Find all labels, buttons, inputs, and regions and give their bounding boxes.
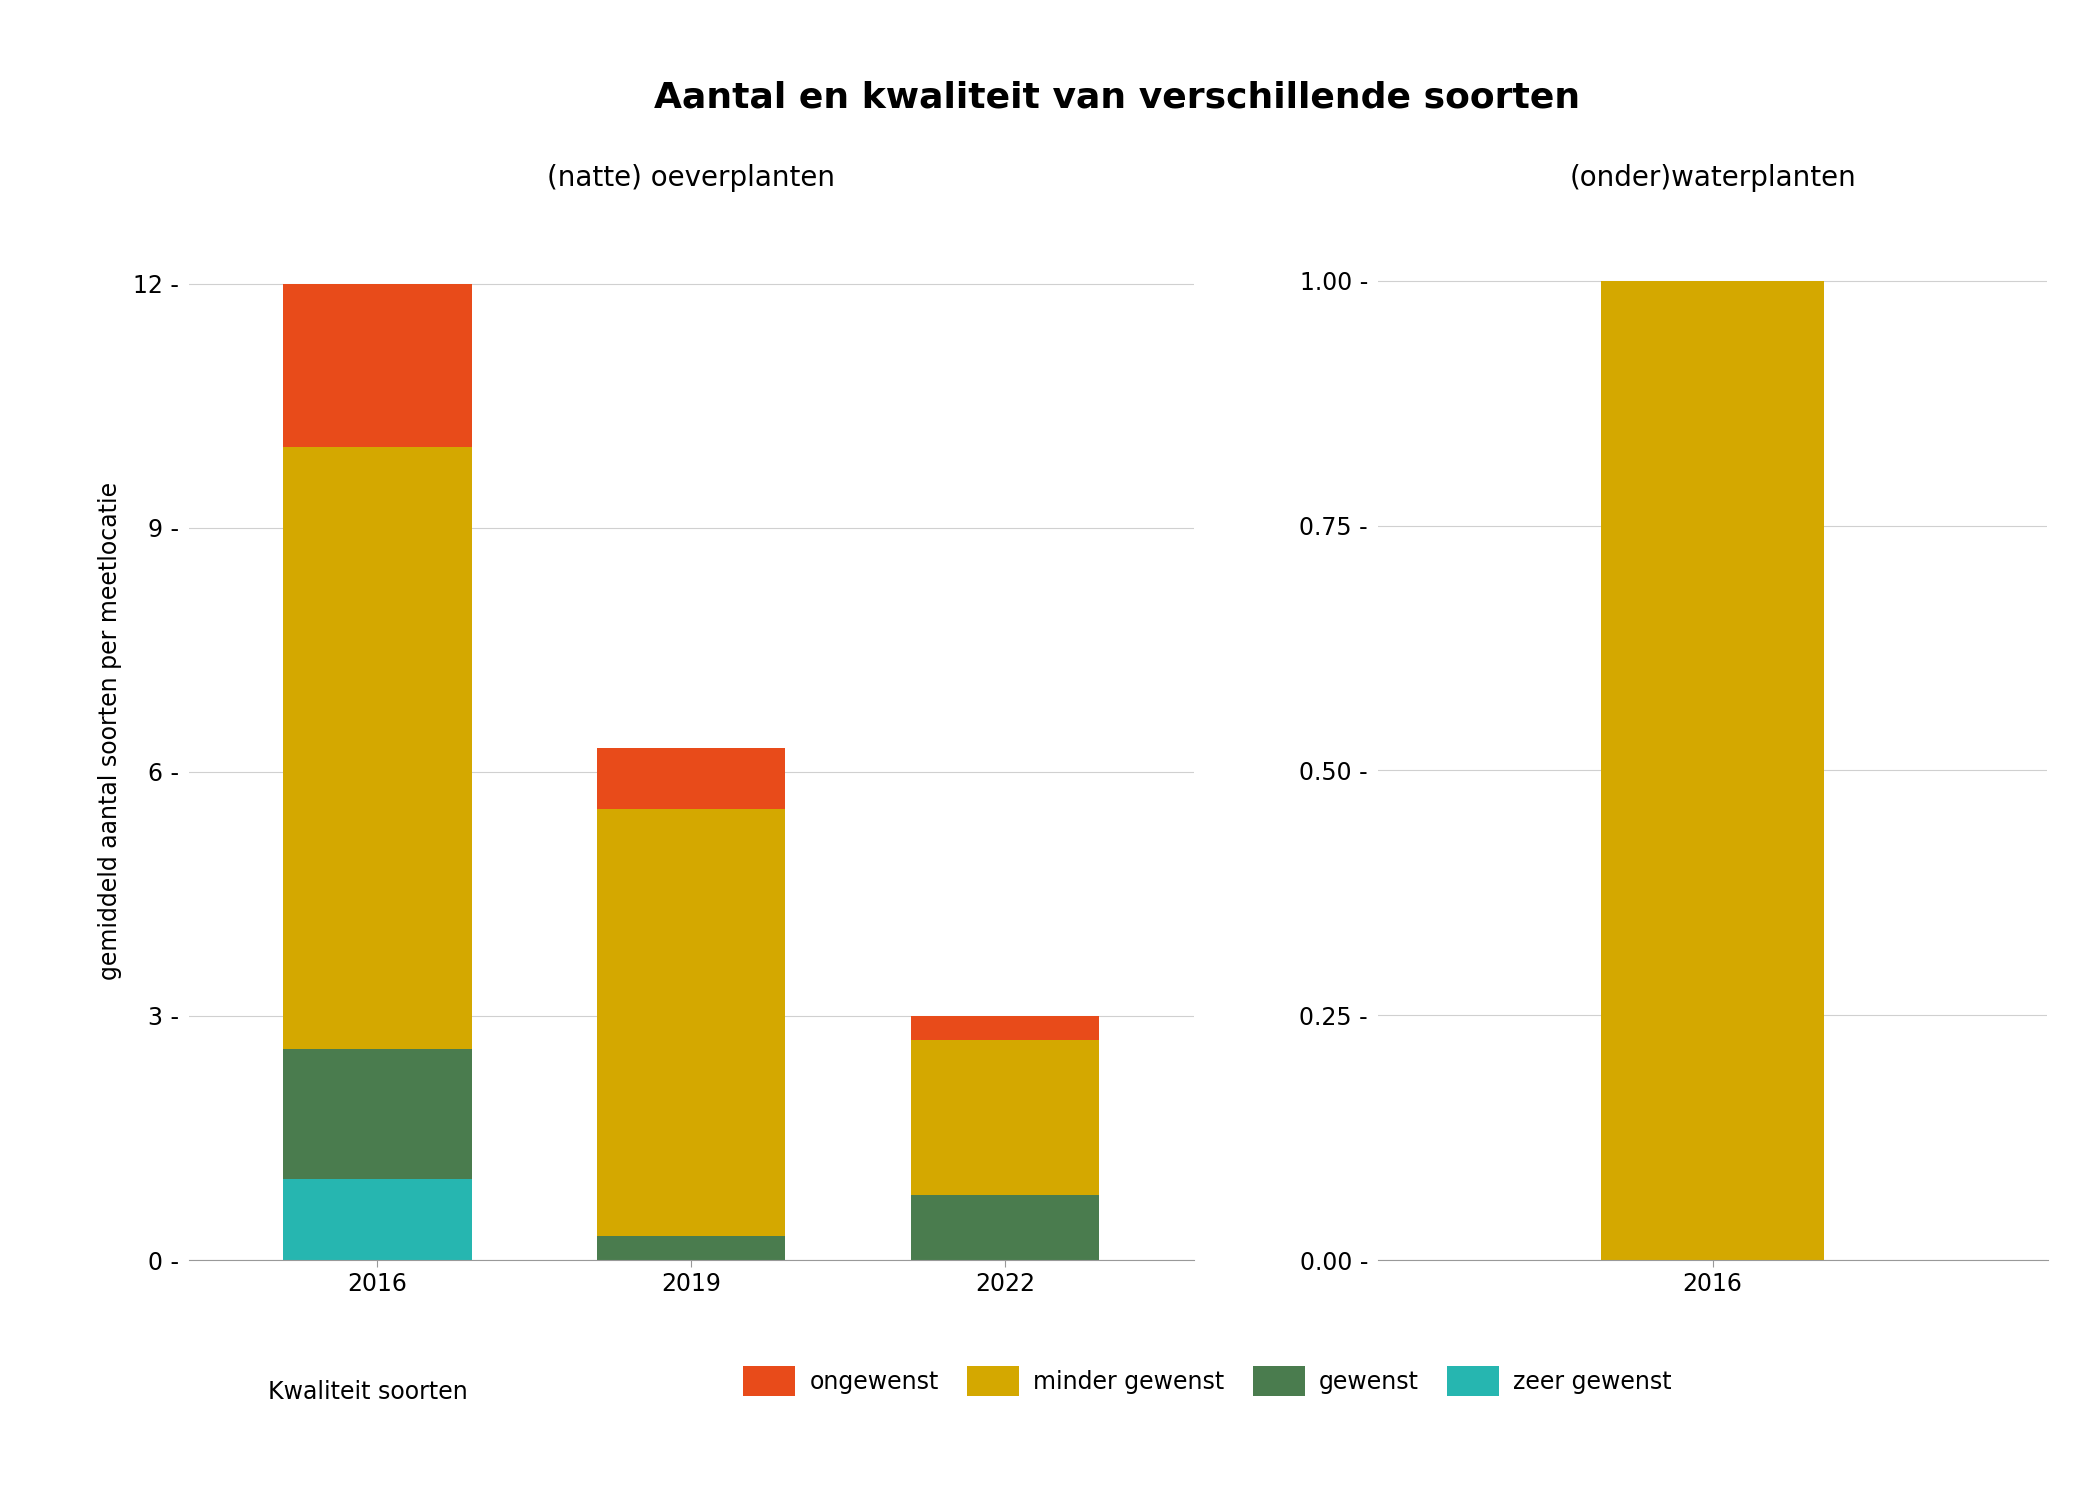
Bar: [284, 1048, 472, 1179]
Legend: ongewenst, minder gewenst, gewenst, zeer gewenst: ongewenst, minder gewenst, gewenst, zeer…: [733, 1356, 1682, 1406]
Y-axis label: gemiddeld aantal soorten per meetlocatie: gemiddeld aantal soorten per meetlocatie: [99, 482, 122, 981]
Bar: [284, 447, 472, 1048]
Bar: [911, 1041, 1100, 1196]
Bar: [911, 1196, 1100, 1260]
Bar: [596, 808, 785, 1236]
Bar: [596, 1236, 785, 1260]
Bar: [911, 1016, 1100, 1041]
Title: (onder)waterplanten: (onder)waterplanten: [1569, 164, 1856, 192]
Bar: [1600, 280, 1825, 1260]
Bar: [596, 747, 785, 808]
Bar: [284, 284, 472, 447]
Title: (natte) oeverplanten: (natte) oeverplanten: [548, 164, 836, 192]
Text: Aantal en kwaliteit van verschillende soorten: Aantal en kwaliteit van verschillende so…: [653, 81, 1581, 114]
Text: Kwaliteit soorten: Kwaliteit soorten: [267, 1380, 468, 1404]
Bar: [284, 1179, 472, 1260]
